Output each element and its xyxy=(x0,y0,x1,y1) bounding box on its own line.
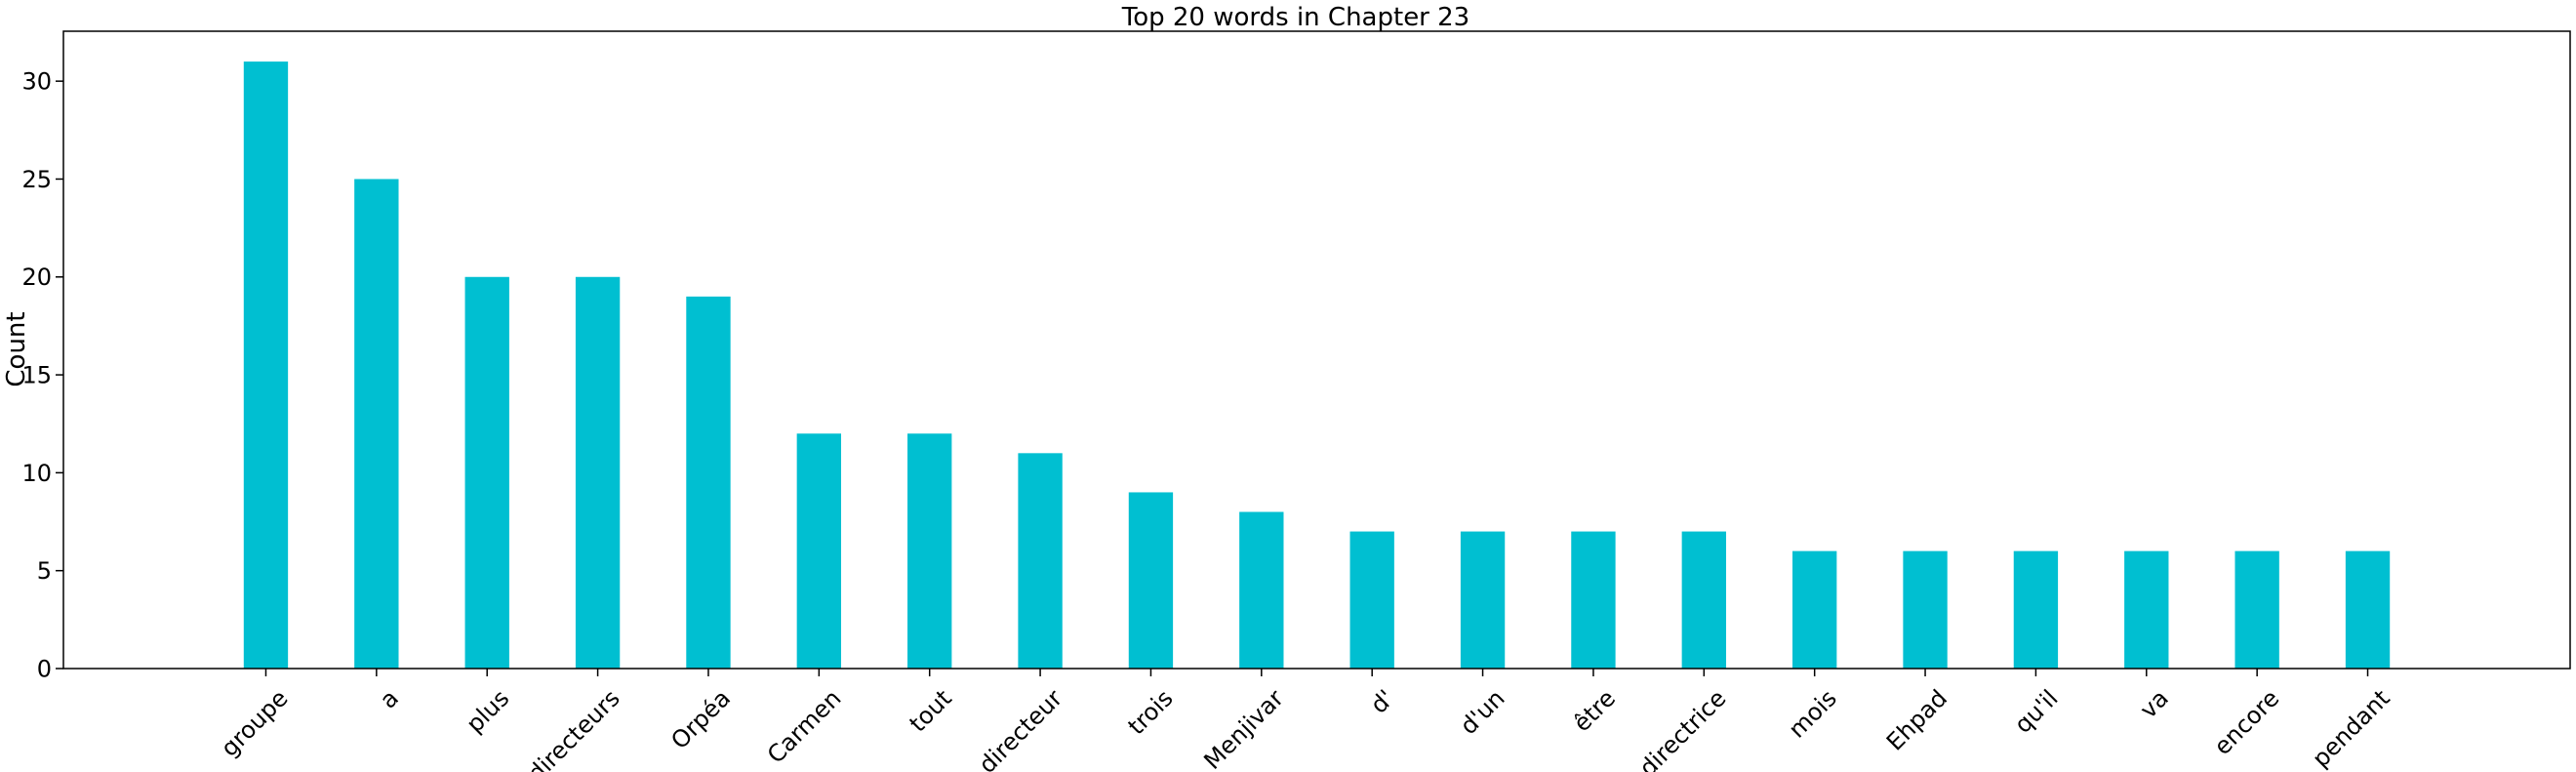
x-tick-label: qu'il xyxy=(2009,684,2063,738)
bar-19 xyxy=(2345,550,2391,669)
bars-group xyxy=(243,61,2391,670)
bar-9 xyxy=(1239,511,1284,669)
y-tick-label: 20 xyxy=(21,264,52,291)
x-tick-label: mois xyxy=(1784,684,1842,743)
y-axis: 0 5 10 15 20 25 30 xyxy=(21,68,63,682)
y-tick-label: 5 xyxy=(37,557,52,585)
x-tick-label: va xyxy=(2135,684,2174,723)
y-tick-label: 15 xyxy=(21,361,52,388)
x-tick-label: tout xyxy=(905,684,957,737)
x-tick-label: être xyxy=(1568,684,1621,737)
x-tick-label: Orpéa xyxy=(665,684,736,754)
x-tick-label: d'un xyxy=(1455,684,1510,740)
x-tick-label: a xyxy=(375,684,404,713)
x-tick-label: plus xyxy=(461,684,514,738)
bar-12 xyxy=(1571,531,1616,669)
bar-11 xyxy=(1460,531,1506,669)
x-tick-label: encore xyxy=(2209,684,2285,760)
bar-10 xyxy=(1349,531,1394,669)
x-tick-label: trois xyxy=(1123,684,1179,740)
bar-17 xyxy=(2124,550,2169,669)
x-tick-label: d' xyxy=(1365,684,1399,718)
y-tick-label: 10 xyxy=(21,460,52,487)
bar-5 xyxy=(796,433,842,669)
bar-15 xyxy=(1903,550,1948,669)
bar-13 xyxy=(1681,531,1726,669)
y-tick-label: 30 xyxy=(21,68,52,96)
y-tick-label: 0 xyxy=(37,655,52,682)
bar-0 xyxy=(243,61,289,670)
x-tick-label: Ehpad xyxy=(1881,684,1952,755)
x-axis: groupe a plus directeurs Orpéa Carmen tout dire… xyxy=(216,669,2395,772)
x-tick-label: Carmen xyxy=(762,684,846,768)
y-tick-label: 25 xyxy=(21,166,52,193)
bar-16 xyxy=(2013,550,2059,669)
bar-3 xyxy=(575,276,621,669)
x-tick-label: directrice xyxy=(1634,684,1732,772)
x-tick-label: Menjivar xyxy=(1198,684,1289,772)
bar-6 xyxy=(907,433,952,669)
y-axis-label: Count xyxy=(2,311,31,386)
bar-8 xyxy=(1128,492,1174,669)
x-tick-label: groupe xyxy=(216,684,294,762)
x-tick-label: directeur xyxy=(974,684,1068,772)
x-tick-label: directeurs xyxy=(522,684,624,772)
bar-14 xyxy=(1791,550,1837,669)
chart-title: Top 20 words in Chapter 23 xyxy=(1121,3,1469,32)
bar-18 xyxy=(2234,550,2279,669)
bar-2 xyxy=(464,276,509,669)
plot-frame xyxy=(62,30,2571,670)
bar-1 xyxy=(354,179,399,669)
bar-4 xyxy=(686,296,731,669)
bar-7 xyxy=(1018,453,1063,669)
x-tick-label: pendant xyxy=(2307,684,2395,772)
